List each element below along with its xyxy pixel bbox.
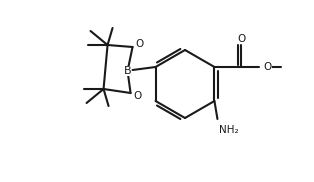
Text: O: O xyxy=(237,34,246,44)
Text: B: B xyxy=(124,66,131,76)
Text: O: O xyxy=(133,91,142,101)
Text: NH₂: NH₂ xyxy=(219,125,239,135)
Text: O: O xyxy=(135,39,144,49)
Text: O: O xyxy=(263,62,272,72)
